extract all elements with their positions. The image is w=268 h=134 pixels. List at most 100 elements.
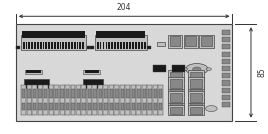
Bar [170, 107, 182, 114]
Bar [38, 89, 42, 98]
Bar [23, 42, 25, 49]
Bar [54, 42, 56, 49]
Text: 204: 204 [117, 3, 131, 12]
Bar [40, 42, 42, 49]
Bar [141, 42, 143, 49]
Bar [117, 42, 119, 49]
Bar [188, 84, 204, 96]
Bar [125, 85, 130, 115]
Bar [159, 89, 162, 98]
Bar [106, 42, 107, 49]
Bar [59, 42, 61, 49]
Bar [168, 92, 184, 103]
Bar [23, 31, 84, 38]
Bar [170, 93, 182, 102]
Bar [138, 42, 140, 49]
Bar [136, 85, 141, 115]
Bar [190, 86, 202, 94]
Bar [143, 89, 146, 98]
Bar [222, 95, 230, 100]
Bar [77, 89, 80, 98]
Bar [96, 31, 145, 38]
Bar [83, 70, 100, 74]
Bar [115, 103, 118, 110]
Bar [199, 35, 214, 48]
Bar [88, 89, 91, 98]
Bar [126, 103, 129, 110]
Bar [131, 85, 136, 115]
Bar [93, 103, 97, 110]
Bar [27, 103, 31, 110]
Bar [184, 35, 198, 48]
Bar [22, 103, 25, 110]
Bar [88, 103, 91, 110]
Bar [170, 72, 182, 80]
Circle shape [206, 68, 211, 70]
Bar [188, 77, 204, 89]
Bar [22, 89, 25, 98]
Bar [190, 93, 202, 102]
Bar [110, 89, 113, 98]
Bar [142, 85, 147, 115]
Bar [132, 89, 135, 98]
Bar [222, 52, 230, 57]
Bar [16, 46, 20, 49]
Bar [154, 103, 157, 110]
Bar [168, 35, 182, 48]
Bar [49, 103, 53, 110]
Bar [71, 89, 75, 98]
Bar [168, 84, 184, 96]
Bar [170, 100, 182, 108]
Bar [99, 103, 102, 110]
Bar [21, 35, 86, 50]
Bar [55, 103, 58, 110]
Bar [92, 85, 98, 115]
Bar [188, 70, 204, 82]
Bar [154, 89, 157, 98]
Bar [66, 89, 69, 98]
Bar [33, 89, 36, 98]
Bar [222, 102, 230, 107]
Bar [95, 35, 147, 50]
Bar [99, 89, 102, 98]
Bar [110, 103, 113, 110]
Bar [100, 42, 102, 49]
Bar [27, 89, 31, 98]
Bar [66, 103, 69, 110]
Bar [62, 42, 64, 49]
Bar [222, 37, 230, 42]
Bar [170, 86, 182, 94]
Bar [190, 100, 202, 108]
Bar [222, 44, 230, 49]
Bar [24, 79, 49, 88]
Bar [172, 65, 185, 72]
Bar [188, 92, 204, 103]
Bar [45, 42, 47, 49]
Bar [170, 36, 180, 46]
Bar [168, 70, 184, 82]
Bar [65, 85, 70, 115]
Bar [103, 42, 105, 49]
Bar [51, 42, 53, 49]
Bar [44, 103, 47, 110]
Bar [120, 42, 122, 49]
Circle shape [193, 67, 201, 71]
Bar [55, 89, 58, 98]
Bar [123, 42, 125, 49]
Bar [68, 42, 70, 49]
Bar [143, 103, 146, 110]
Bar [60, 89, 64, 98]
Circle shape [182, 68, 188, 70]
Bar [77, 103, 80, 110]
Bar [48, 42, 50, 49]
Bar [34, 42, 36, 49]
Bar [129, 42, 131, 49]
Bar [153, 85, 158, 115]
Bar [37, 42, 39, 49]
Bar [25, 70, 42, 74]
Bar [126, 89, 129, 98]
Bar [49, 85, 54, 115]
Bar [104, 89, 108, 98]
Bar [82, 103, 86, 110]
Bar [137, 103, 140, 110]
